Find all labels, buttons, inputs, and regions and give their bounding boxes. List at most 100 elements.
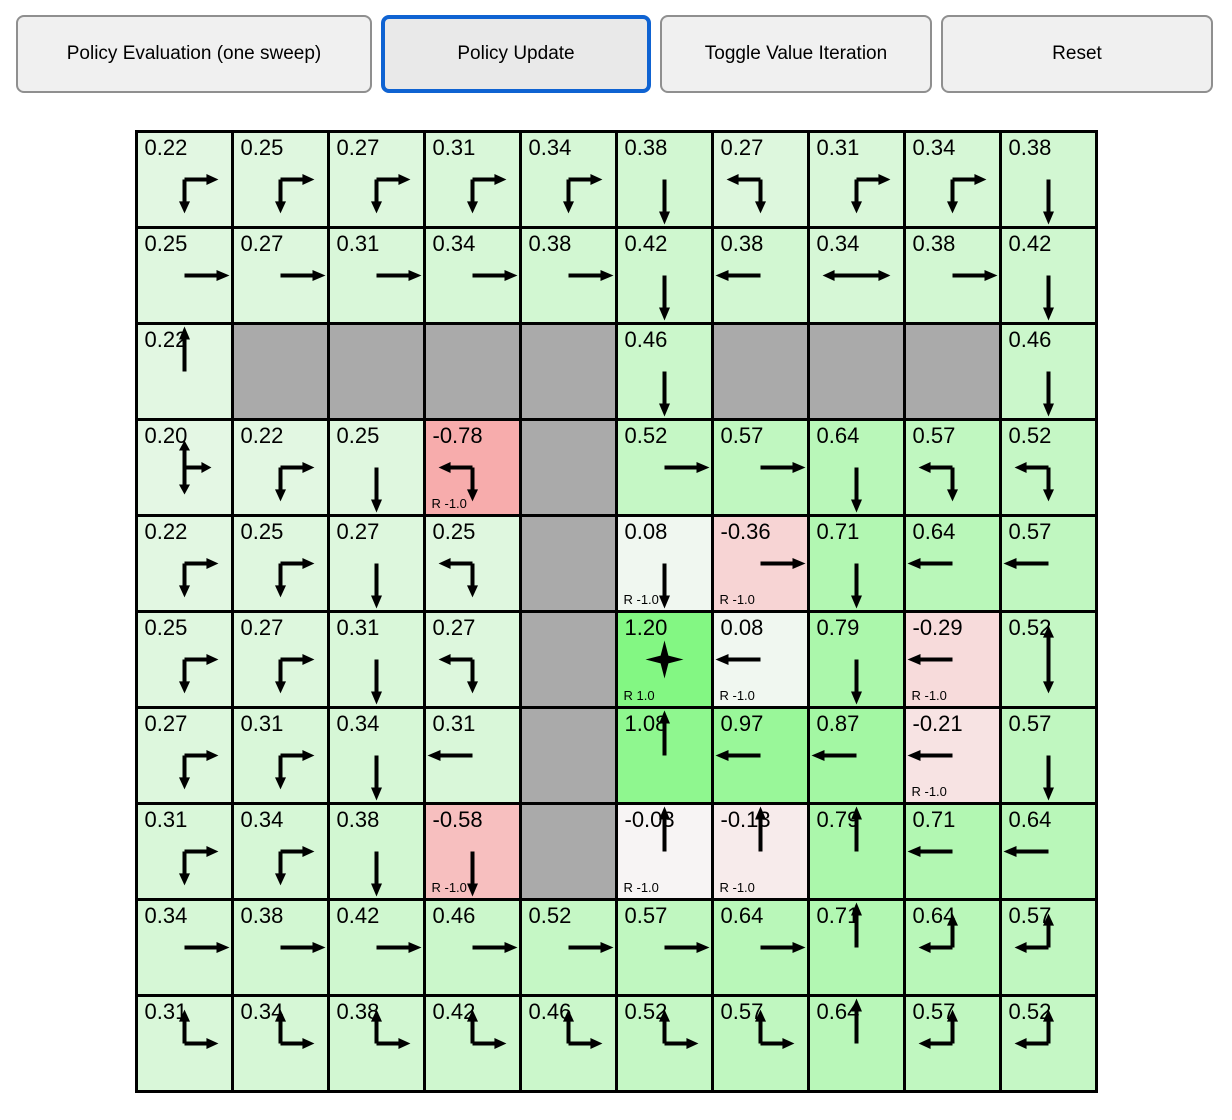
grid-cell[interactable]: 0.52 <box>617 421 711 514</box>
grid-cell[interactable]: 0.97 <box>713 709 807 802</box>
grid-cell[interactable]: 0.25 <box>233 517 327 610</box>
grid-cell[interactable]: 0.27 <box>233 229 327 322</box>
grid-cell[interactable]: 0.27 <box>713 133 807 226</box>
grid-cell[interactable]: 0.64 <box>809 421 903 514</box>
grid-cell[interactable]: 0.08 R -1.0 <box>713 613 807 706</box>
grid-cell[interactable]: 0.71 <box>809 901 903 994</box>
grid-cell[interactable]: 0.42 <box>425 997 519 1090</box>
grid-cell[interactable]: 0.38 <box>329 805 423 898</box>
grid-cell[interactable]: 0.34 <box>521 133 615 226</box>
grid-cell[interactable]: 0.42 <box>329 901 423 994</box>
grid-cell[interactable]: 0.31 <box>809 133 903 226</box>
grid-cell[interactable]: 0.57 <box>713 421 807 514</box>
grid-cell[interactable]: 0.38 <box>713 229 807 322</box>
grid-cell[interactable]: 0.38 <box>905 229 999 322</box>
grid-cell[interactable]: 0.64 <box>905 901 999 994</box>
grid-cell[interactable]: 0.25 <box>137 229 231 322</box>
grid-cell[interactable]: 0.34 <box>233 805 327 898</box>
grid-cell[interactable]: 0.52 <box>1001 613 1095 706</box>
grid-cell[interactable]: 0.57 <box>1001 901 1095 994</box>
grid-cell[interactable]: 0.22 <box>137 133 231 226</box>
grid-cell[interactable]: 0.22 <box>137 517 231 610</box>
grid-cell[interactable]: 0.31 <box>233 709 327 802</box>
grid-cell[interactable]: 0.42 <box>617 229 711 322</box>
grid-cell[interactable]: 0.57 <box>1001 709 1095 802</box>
grid-cell[interactable]: 0.08 R -1.0 <box>617 517 711 610</box>
grid-cell[interactable]: -0.58 R -1.0 <box>425 805 519 898</box>
grid-cell[interactable]: 0.57 <box>713 997 807 1090</box>
grid-cell[interactable]: 0.20 <box>137 421 231 514</box>
grid-cell[interactable]: 0.22 <box>137 325 231 418</box>
grid-cell[interactable]: 0.52 <box>617 997 711 1090</box>
wall-cell[interactable] <box>905 325 999 418</box>
grid-cell[interactable]: 0.79 <box>809 613 903 706</box>
grid-cell[interactable]: 1.08 <box>617 709 711 802</box>
grid-cell[interactable]: -0.21 R -1.0 <box>905 709 999 802</box>
grid-cell[interactable]: 0.64 <box>713 901 807 994</box>
grid-cell[interactable]: 0.38 <box>1001 133 1095 226</box>
reset-button[interactable]: Reset <box>941 15 1213 93</box>
grid-cell[interactable]: 0.31 <box>137 805 231 898</box>
grid-cell[interactable]: 0.87 <box>809 709 903 802</box>
grid-cell[interactable]: 0.42 <box>1001 229 1095 322</box>
grid-cell[interactable]: 0.25 <box>329 421 423 514</box>
grid-cell[interactable]: 0.64 <box>905 517 999 610</box>
grid-cell[interactable]: 0.38 <box>329 997 423 1090</box>
grid-cell[interactable]: 0.27 <box>329 133 423 226</box>
grid-cell[interactable]: 0.34 <box>233 997 327 1090</box>
grid-cell[interactable]: 0.52 <box>1001 997 1095 1090</box>
wall-cell[interactable] <box>521 613 615 706</box>
grid-cell[interactable]: 0.34 <box>905 133 999 226</box>
wall-cell[interactable] <box>521 421 615 514</box>
grid-cell[interactable]: 0.27 <box>425 613 519 706</box>
grid-cell[interactable]: 0.71 <box>809 517 903 610</box>
wall-cell[interactable] <box>521 709 615 802</box>
grid-cell[interactable]: 0.25 <box>233 133 327 226</box>
grid-cell[interactable]: 0.27 <box>137 709 231 802</box>
grid-cell[interactable]: 0.46 <box>617 325 711 418</box>
grid-cell[interactable]: 0.46 <box>521 997 615 1090</box>
grid-cell[interactable]: 0.38 <box>233 901 327 994</box>
grid-cell[interactable]: 0.52 <box>1001 421 1095 514</box>
policy-update-button[interactable]: Policy Update <box>381 15 651 93</box>
wall-cell[interactable] <box>521 325 615 418</box>
grid-cell[interactable]: 0.25 <box>425 517 519 610</box>
grid-cell[interactable]: 0.79 <box>809 805 903 898</box>
grid-cell[interactable]: 0.57 <box>905 421 999 514</box>
wall-cell[interactable] <box>233 325 327 418</box>
grid-cell[interactable]: 0.34 <box>425 229 519 322</box>
grid-cell[interactable]: 0.71 <box>905 805 999 898</box>
grid-cell[interactable]: 0.31 <box>425 709 519 802</box>
grid-cell[interactable]: 0.64 <box>809 997 903 1090</box>
grid-cell[interactable]: 0.25 <box>137 613 231 706</box>
grid-cell[interactable]: -0.29 R -1.0 <box>905 613 999 706</box>
grid-cell[interactable]: 0.22 <box>233 421 327 514</box>
grid-cell[interactable]: 0.46 <box>425 901 519 994</box>
grid-cell[interactable]: 0.34 <box>809 229 903 322</box>
grid-cell[interactable]: -0.13 R -1.0 <box>713 805 807 898</box>
wall-cell[interactable] <box>521 805 615 898</box>
grid-cell[interactable]: -0.78 R -1.0 <box>425 421 519 514</box>
grid-cell[interactable]: 0.31 <box>137 997 231 1090</box>
toggle-value-iteration-button[interactable]: Toggle Value Iteration <box>660 15 932 93</box>
wall-cell[interactable] <box>425 325 519 418</box>
grid-cell[interactable]: 0.57 <box>617 901 711 994</box>
goal-cell[interactable]: 1.20 R 1.0 <box>617 613 711 706</box>
wall-cell[interactable] <box>521 517 615 610</box>
wall-cell[interactable] <box>329 325 423 418</box>
policy-evaluation-button[interactable]: Policy Evaluation (one sweep) <box>16 15 372 93</box>
wall-cell[interactable] <box>809 325 903 418</box>
grid-cell[interactable]: 0.27 <box>329 517 423 610</box>
grid-cell[interactable]: -0.36 R -1.0 <box>713 517 807 610</box>
grid-cell[interactable]: 0.38 <box>617 133 711 226</box>
grid-cell[interactable]: 0.57 <box>905 997 999 1090</box>
grid-cell[interactable]: 0.46 <box>1001 325 1095 418</box>
grid-cell[interactable]: 0.31 <box>329 613 423 706</box>
grid-cell[interactable]: 0.34 <box>137 901 231 994</box>
grid-cell[interactable]: 0.57 <box>1001 517 1095 610</box>
grid-cell[interactable]: 0.52 <box>521 901 615 994</box>
grid-cell[interactable]: 0.38 <box>521 229 615 322</box>
grid-cell[interactable]: 0.34 <box>329 709 423 802</box>
grid-cell[interactable]: 0.64 <box>1001 805 1095 898</box>
grid-cell[interactable]: 0.31 <box>425 133 519 226</box>
